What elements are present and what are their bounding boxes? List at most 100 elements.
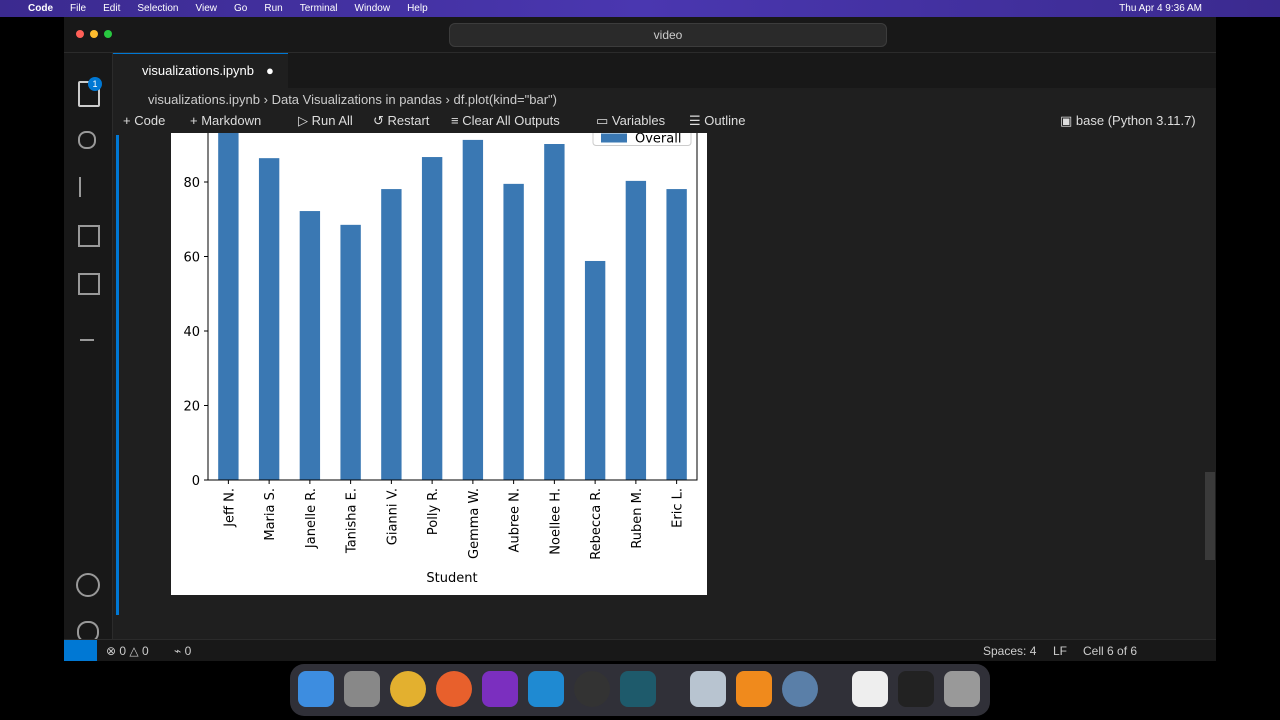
x-tick-label: Noellee H.	[548, 488, 563, 555]
scrollbar[interactable]	[1205, 472, 1215, 560]
chrome[interactable]	[390, 671, 426, 707]
tab-title: visualizations.ipynb	[142, 63, 255, 78]
bar	[666, 189, 687, 480]
breadcrumb[interactable]: df.plot(kind="bar")	[453, 92, 557, 107]
label: Run All	[311, 113, 353, 128]
add-markdown[interactable]: + Markdown	[190, 113, 262, 128]
launchpad[interactable]	[344, 671, 380, 707]
run-all[interactable]: ▷ Run All	[298, 113, 353, 128]
bar	[625, 180, 647, 480]
x-tick-label: Gianni V.	[385, 488, 400, 545]
badge: 1	[88, 77, 102, 91]
x-tick-label: Polly R.	[426, 488, 441, 535]
preview[interactable]	[690, 671, 726, 707]
command-center[interactable]: video	[449, 23, 887, 47]
menu[interactable]: View	[195, 3, 218, 14]
bar	[381, 189, 402, 480]
cell-position[interactable]: Cell 6 of 6	[1083, 644, 1138, 658]
close[interactable]	[76, 30, 84, 38]
firefox[interactable]	[436, 671, 472, 707]
bar	[340, 224, 361, 480]
menubar: Code File Edit Selection View Go Run Ter…	[0, 0, 1280, 17]
bar	[421, 157, 443, 481]
obs[interactable]	[574, 671, 610, 707]
breadcrumbs: visualizations.ipynb › Data Visualizatio…	[148, 92, 557, 107]
minimize[interactable]	[90, 30, 98, 38]
maximize[interactable]	[104, 30, 112, 38]
add-code[interactable]: + Code	[123, 113, 166, 128]
menu[interactable]: Window	[354, 3, 391, 14]
x-tick-label: Tanisha E.	[345, 488, 360, 554]
finder[interactable]	[298, 671, 334, 707]
extensions-icon[interactable]	[78, 273, 100, 295]
trash[interactable]	[944, 671, 980, 707]
bar	[584, 260, 606, 480]
label: Variables	[611, 113, 666, 128]
problems[interactable]: ⊗ 0 △ 0	[106, 644, 149, 658]
menu[interactable]: Go	[234, 3, 248, 14]
scm-icon[interactable]	[79, 177, 97, 197]
breadcrumb[interactable]: Data Visualizations in pandas	[271, 92, 442, 107]
x-tick-label: Rebecca R.	[589, 488, 604, 560]
label: base (Python 3.11.7)	[1075, 113, 1196, 128]
y-tick-label: 0	[192, 474, 200, 489]
bar	[462, 139, 484, 480]
menu[interactable]: Terminal	[299, 3, 338, 14]
menu[interactable]: Edit	[103, 3, 121, 14]
eol[interactable]: LF	[1053, 644, 1068, 658]
vlc[interactable]	[736, 671, 772, 707]
legend-label: Overall	[635, 133, 681, 147]
variables[interactable]: ▭ Variables	[596, 113, 666, 128]
bar	[299, 211, 321, 480]
breadcrumb[interactable]: visualizations.ipynb	[148, 92, 261, 107]
tab-bar: visualizations.ipynb ●	[113, 53, 1216, 89]
notebook-toolbar: + Code + Markdown ▷ Run All ↺ Restart ≡ …	[113, 109, 1216, 133]
restart[interactable]: ↺ Restart	[373, 113, 430, 128]
clock[interactable]: Thu Apr 4 9:36 AM	[1119, 3, 1202, 14]
label: Clear All Outputs	[462, 113, 560, 128]
debug-icon[interactable]	[78, 225, 100, 247]
testing-icon[interactable]	[80, 321, 94, 341]
kernel[interactable]: ▣ base (Python 3.11.7)	[1060, 113, 1196, 128]
outline[interactable]: ☰ Outline	[689, 113, 746, 128]
menu[interactable]: Selection	[137, 3, 179, 14]
x-tick-label: Jeff N.	[222, 488, 237, 528]
label: Code	[134, 113, 166, 128]
y-tick-label: 40	[183, 325, 200, 340]
y-tick-label: 80	[183, 176, 200, 191]
menu[interactable]: Run	[264, 3, 283, 14]
errors: 0	[119, 644, 127, 658]
app[interactable]	[620, 671, 656, 707]
x-tick-label: Janelle R.	[304, 488, 319, 549]
menu[interactable]: Help	[407, 3, 428, 14]
terminal[interactable]	[898, 671, 934, 707]
y-tick-label: 20	[183, 400, 200, 415]
indent[interactable]: Spaces: 4	[983, 644, 1037, 658]
remote-button[interactable]	[64, 640, 97, 661]
x-tick-label: Gemma W.	[467, 488, 482, 559]
app-name[interactable]: Code	[28, 3, 53, 14]
x-tick-label: Maria S.	[263, 488, 278, 541]
account-icon[interactable]	[76, 573, 100, 597]
file[interactable]	[852, 671, 888, 707]
x-tick-label: Aubree N.	[508, 488, 523, 552]
cell-output: Student Jeff N. Maria S. Janelle R. Tanisha…	[171, 107, 707, 595]
quicktime[interactable]	[782, 671, 818, 707]
label: Markdown	[201, 113, 262, 128]
titlebar: video	[64, 17, 1216, 53]
onenote[interactable]	[482, 671, 518, 707]
warnings: 0	[141, 644, 149, 658]
y-tick-label: 60	[183, 251, 200, 266]
dock	[290, 664, 990, 716]
tab[interactable]: visualizations.ipynb ●	[113, 53, 288, 89]
clear-outputs[interactable]: ≡ Clear All Outputs	[451, 113, 560, 128]
bar	[503, 183, 524, 481]
bar	[544, 144, 565, 480]
vscode[interactable]	[528, 671, 564, 707]
search-icon[interactable]	[78, 131, 96, 149]
bar	[258, 158, 280, 480]
ports[interactable]: ⌁ 0	[174, 644, 192, 658]
menu[interactable]: File	[70, 3, 87, 14]
x-axis-label: Student	[426, 571, 477, 586]
